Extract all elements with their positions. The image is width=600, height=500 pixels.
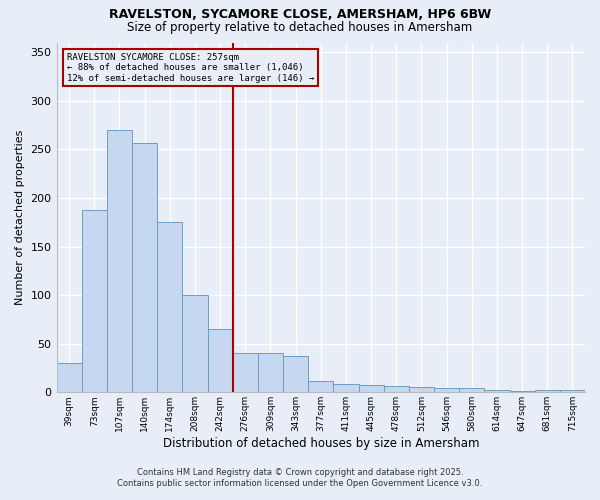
Bar — [459, 388, 484, 392]
Bar — [182, 295, 208, 392]
Bar — [107, 130, 132, 392]
Bar — [434, 388, 459, 392]
Bar — [409, 388, 434, 392]
Text: Size of property relative to detached houses in Amersham: Size of property relative to detached ho… — [127, 21, 473, 34]
Bar — [132, 142, 157, 392]
Bar — [157, 222, 182, 392]
Bar — [383, 386, 409, 392]
Bar — [484, 390, 509, 392]
Bar — [334, 384, 359, 392]
Text: Contains HM Land Registry data © Crown copyright and database right 2025.
Contai: Contains HM Land Registry data © Crown c… — [118, 468, 482, 487]
Bar — [258, 354, 283, 393]
Bar — [233, 354, 258, 393]
Bar — [208, 329, 233, 392]
Bar — [308, 380, 334, 392]
Bar — [82, 210, 107, 392]
Bar — [56, 363, 82, 392]
Bar — [359, 384, 383, 392]
Bar — [283, 356, 308, 392]
Y-axis label: Number of detached properties: Number of detached properties — [15, 130, 25, 305]
Bar — [535, 390, 560, 392]
Text: RAVELSTON, SYCAMORE CLOSE, AMERSHAM, HP6 6BW: RAVELSTON, SYCAMORE CLOSE, AMERSHAM, HP6… — [109, 8, 491, 20]
X-axis label: Distribution of detached houses by size in Amersham: Distribution of detached houses by size … — [163, 437, 479, 450]
Text: RAVELSTON SYCAMORE CLOSE: 257sqm
← 88% of detached houses are smaller (1,046)
12: RAVELSTON SYCAMORE CLOSE: 257sqm ← 88% o… — [67, 53, 314, 83]
Bar — [560, 390, 585, 392]
